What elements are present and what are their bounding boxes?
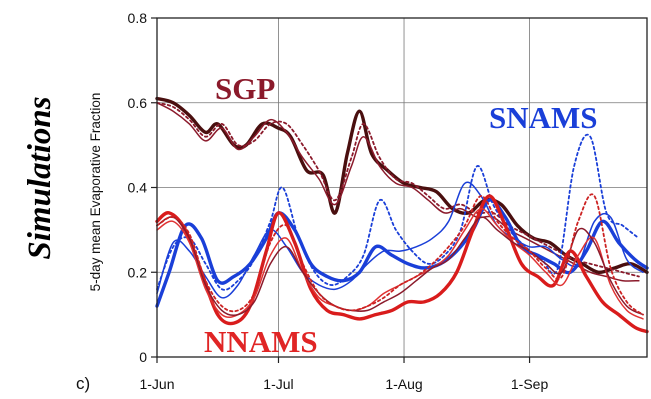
series-line-nnams-thick [155, 194, 649, 334]
series-line-sgp-dotted [156, 101, 640, 278]
region-label-sgp: SGP [215, 71, 275, 106]
x-tick-label: 1-Aug [385, 376, 422, 392]
y-tick-label: 0.4 [128, 180, 148, 196]
side-label: Simulations [22, 96, 58, 259]
panel-label: c) [76, 374, 90, 393]
x-tick-label: 1-Sep [511, 376, 549, 392]
series-line-sgp-solid [156, 102, 640, 282]
y-axis-label: 5-day mean Evaporative Fraction [88, 93, 103, 292]
region-label-nnams: NNAMS [204, 324, 318, 359]
y-ticks: 0 0.2 0.4 0.6 0.8 [128, 10, 157, 365]
y-tick-label: 0 [139, 349, 147, 365]
series-line-nnams-dotted [156, 193, 644, 316]
series-line-nnams-solid [156, 216, 644, 316]
plot-frame [156, 17, 648, 358]
y-tick-label: 0.6 [128, 95, 148, 111]
y-tick-label: 0.8 [128, 10, 148, 26]
series-line-snams-solid [156, 181, 644, 299]
region-label-snams: SNAMS [489, 100, 598, 135]
x-tick-label: 1-Jun [139, 376, 174, 392]
y-tick-label: 0.2 [128, 264, 148, 280]
series-line-snams-dotted [156, 133, 640, 291]
x-tick-label: 1-Jul [263, 376, 293, 392]
series-line-nnams-solid [156, 207, 644, 320]
series-line-snams-thick [155, 198, 649, 308]
x-ticks: 1-Jun 1-Jul 1-Aug 1-Sep [139, 357, 548, 392]
series-lines [155, 96, 649, 334]
